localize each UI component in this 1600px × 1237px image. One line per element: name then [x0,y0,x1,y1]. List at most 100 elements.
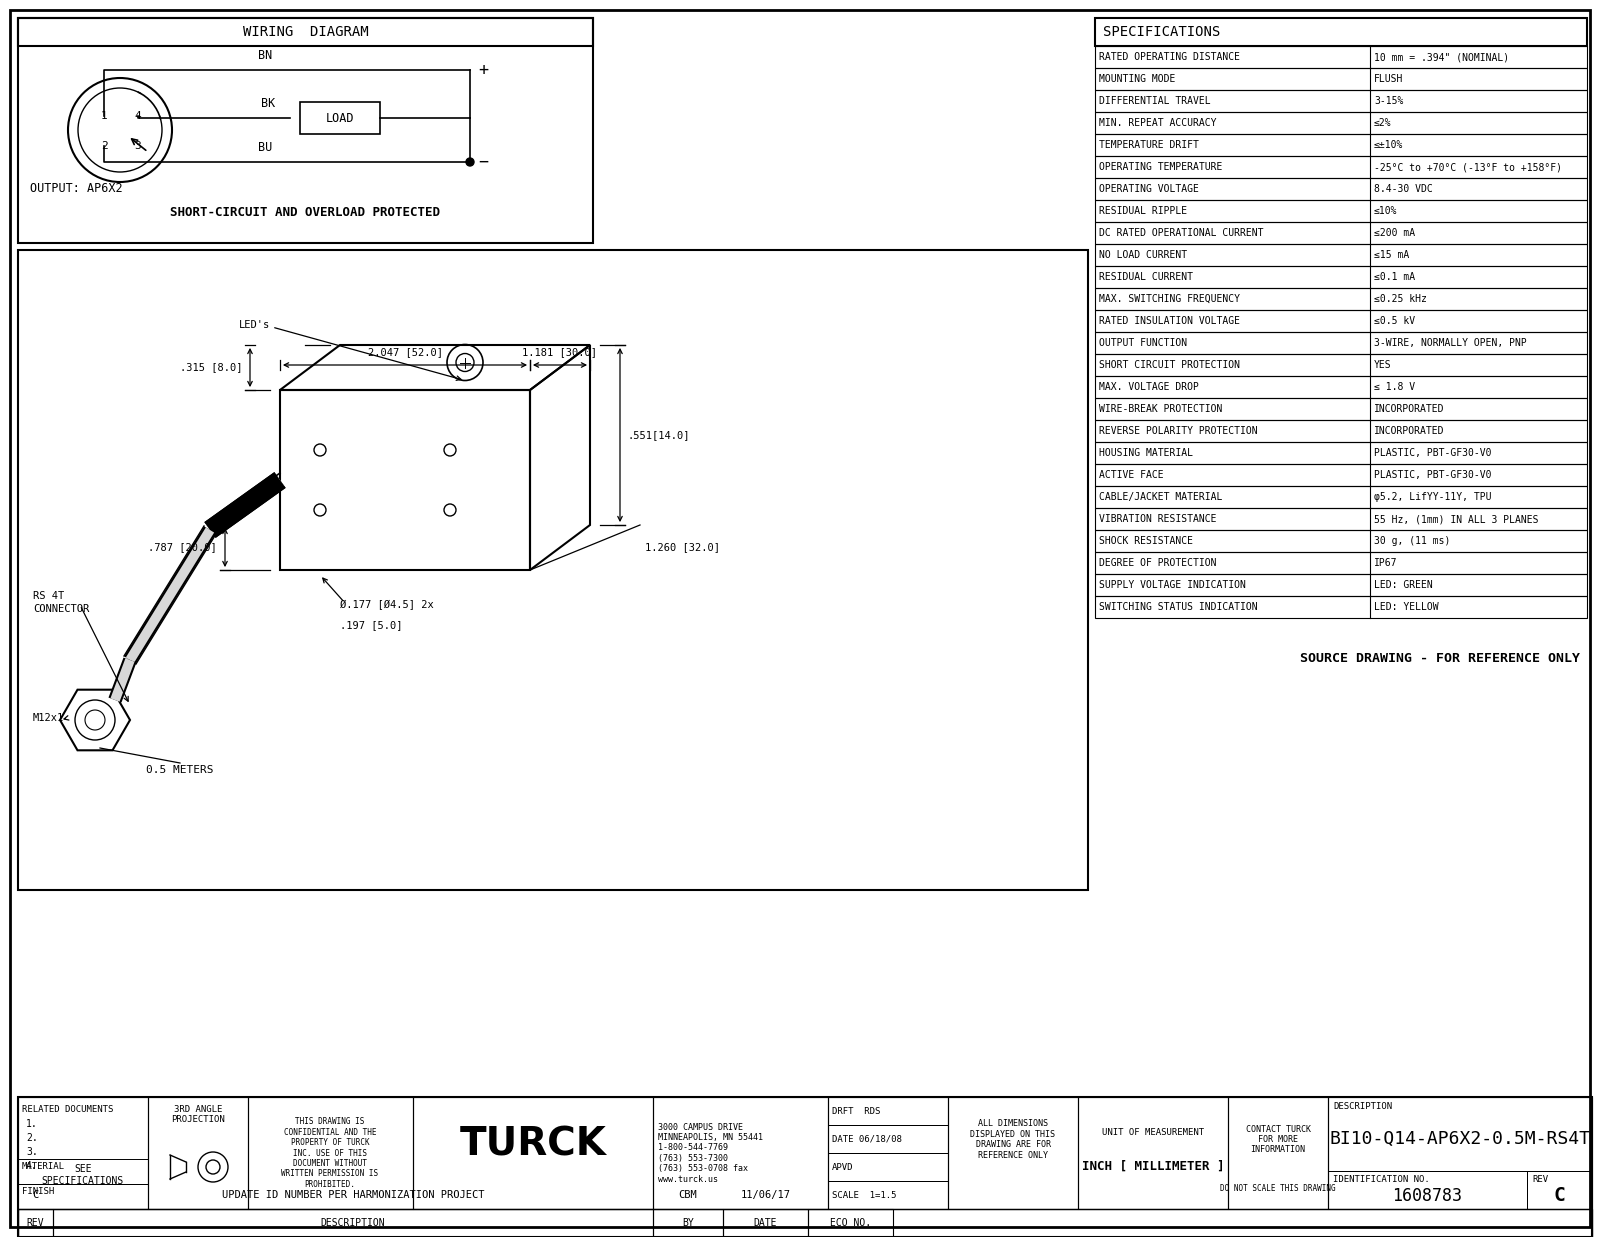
Bar [1094,310,1587,332]
Text: 1.260 [32.0]: 1.260 [32.0] [645,542,720,552]
Text: ≤200 mA: ≤200 mA [1374,228,1414,238]
Bar [1094,266,1587,288]
Bar [18,1184,147,1209]
Text: DRFT  RDS: DRFT RDS [832,1107,880,1116]
Bar [1094,221,1587,244]
Text: SHORT-CIRCUIT AND OVERLOAD PROTECTED: SHORT-CIRCUIT AND OVERLOAD PROTECTED [171,207,440,219]
Bar [1094,156,1587,178]
Bar [53,1209,653,1237]
Text: LED: GREEN: LED: GREEN [1374,580,1432,590]
Text: IP67: IP67 [1374,558,1397,568]
Text: APVD: APVD [832,1163,853,1171]
Text: MATERIAL: MATERIAL [22,1162,66,1171]
Text: SUPPLY VOLTAGE INDICATION: SUPPLY VOLTAGE INDICATION [1099,580,1246,590]
Bar [1094,134,1587,156]
Text: REV: REV [27,1218,45,1228]
Text: ALL DIMENSIONS
DISPLAYED ON THIS
DRAWING ARE FOR
REFERENCE ONLY: ALL DIMENSIONS DISPLAYED ON THIS DRAWING… [971,1119,1056,1159]
Text: WIRING  DIAGRAM: WIRING DIAGRAM [243,25,368,40]
Bar [1094,244,1587,266]
Text: ≤0.5 kV: ≤0.5 kV [1374,315,1414,327]
Text: RS 4T: RS 4T [34,591,64,601]
Text: ≤0.1 mA: ≤0.1 mA [1374,272,1414,282]
Text: 2.: 2. [26,1133,38,1143]
Text: INCORPORATED: INCORPORATED [1374,426,1445,435]
Text: INCH [ MILLIMETER ]: INCH [ MILLIMETER ] [1082,1160,1224,1173]
Bar [808,1209,893,1237]
Text: 1.181 [30.0]: 1.181 [30.0] [523,348,597,357]
Text: REV: REV [1533,1175,1549,1184]
Text: 11/06/17: 11/06/17 [741,1190,790,1200]
Text: SCALE  1=1.5: SCALE 1=1.5 [832,1190,896,1200]
Text: 3-15%: 3-15% [1374,96,1403,106]
Text: PROJECTION: PROJECTION [171,1115,226,1124]
Text: DIFFERENTIAL TRAVEL: DIFFERENTIAL TRAVEL [1099,96,1211,106]
Text: 8.4-30 VDC: 8.4-30 VDC [1374,184,1432,194]
Text: 2: 2 [101,141,107,151]
Text: CBM: CBM [678,1190,698,1200]
Bar [1094,354,1587,376]
Bar [1328,1097,1592,1171]
Text: BI10-Q14-AP6X2-0.5M-RS4T: BI10-Q14-AP6X2-0.5M-RS4T [1330,1131,1590,1148]
Text: 0.5 METERS: 0.5 METERS [146,764,214,776]
Text: SOURCE DRAWING - FOR REFERENCE ONLY: SOURCE DRAWING - FOR REFERENCE ONLY [1299,652,1581,664]
Text: 1: 1 [101,111,107,121]
Text: 4: 4 [134,111,141,121]
Text: DO NOT SCALE THIS DRAWING: DO NOT SCALE THIS DRAWING [1221,1184,1336,1194]
Bar [1094,529,1587,552]
Text: .551[14.0]: .551[14.0] [627,430,691,440]
Bar [829,1153,947,1181]
Bar [1094,46,1587,68]
Bar [1094,508,1587,529]
Text: THIS DRAWING IS
CONFIDENTIAL AND THE
PROPERTY OF TURCK
INC. USE OF THIS
DOCUMENT: THIS DRAWING IS CONFIDENTIAL AND THE PRO… [282,1117,379,1189]
Text: 10 mm = .394" (NOMINAL): 10 mm = .394" (NOMINAL) [1374,52,1509,62]
Text: C: C [32,1190,38,1200]
Text: YES: YES [1374,360,1392,370]
Bar [829,1181,947,1209]
Bar [18,1097,147,1209]
Text: 3000 CAMPUS DRIVE
MINNEAPOLIS, MN 55441
1-800-544-7769
(763) 553-7300
(763) 553-: 3000 CAMPUS DRIVE MINNEAPOLIS, MN 55441 … [658,1122,763,1184]
Bar [18,250,1088,889]
Text: TEMPERATURE DRIFT: TEMPERATURE DRIFT [1099,140,1198,150]
Text: PLASTIC, PBT-GF30-V0: PLASTIC, PBT-GF30-V0 [1374,470,1491,480]
Text: .197 [5.0]: .197 [5.0] [339,620,403,630]
Bar [1094,332,1587,354]
Text: 3: 3 [134,141,141,151]
Bar [1526,1171,1592,1209]
Bar [280,390,530,570]
Text: FINISH: FINISH [22,1188,54,1196]
Text: −: − [478,153,488,171]
Text: BN: BN [258,49,272,62]
Text: BU: BU [258,141,272,153]
Text: ≤15 mA: ≤15 mA [1374,250,1410,260]
Text: RATED INSULATION VOLTAGE: RATED INSULATION VOLTAGE [1099,315,1240,327]
Text: -25°C to +70°C (-13°F to +158°F): -25°C to +70°C (-13°F to +158°F) [1374,162,1562,172]
Bar [1094,486,1587,508]
Text: IDENTIFICATION NO.: IDENTIFICATION NO. [1333,1175,1430,1184]
Bar [947,1097,1078,1209]
Text: DESCRIPTION: DESCRIPTION [1333,1102,1392,1111]
Text: UNIT OF MEASUREMENT: UNIT OF MEASUREMENT [1102,1128,1205,1137]
Bar [829,1124,947,1153]
Bar [723,1209,808,1237]
Text: MIN. REPEAT ACCURACY: MIN. REPEAT ACCURACY [1099,118,1216,127]
Text: OUTPUT FUNCTION: OUTPUT FUNCTION [1099,338,1187,348]
Text: 55 Hz, (1mm) IN ALL 3 PLANES: 55 Hz, (1mm) IN ALL 3 PLANES [1374,515,1539,524]
Text: 30 g, (11 ms): 30 g, (11 ms) [1374,536,1450,546]
Bar [1094,421,1587,442]
Text: LOAD: LOAD [326,111,354,125]
Text: REVERSE POLARITY PROTECTION: REVERSE POLARITY PROTECTION [1099,426,1258,435]
Text: MOUNTING MODE: MOUNTING MODE [1099,74,1176,84]
Text: LED: YELLOW: LED: YELLOW [1374,602,1438,612]
Bar [18,1209,53,1237]
Bar [1094,178,1587,200]
Text: HOUSING MATERIAL: HOUSING MATERIAL [1099,448,1194,458]
Bar [1094,200,1587,221]
Bar [1094,398,1587,421]
Text: .315 [8.0]: .315 [8.0] [179,362,242,372]
Bar [147,1097,248,1209]
Bar [1094,464,1587,486]
Text: 1608783: 1608783 [1392,1186,1462,1205]
Text: SHORT CIRCUIT PROTECTION: SHORT CIRCUIT PROTECTION [1099,360,1240,370]
Text: OPERATING TEMPERATURE: OPERATING TEMPERATURE [1099,162,1222,172]
Bar [1328,1171,1526,1209]
